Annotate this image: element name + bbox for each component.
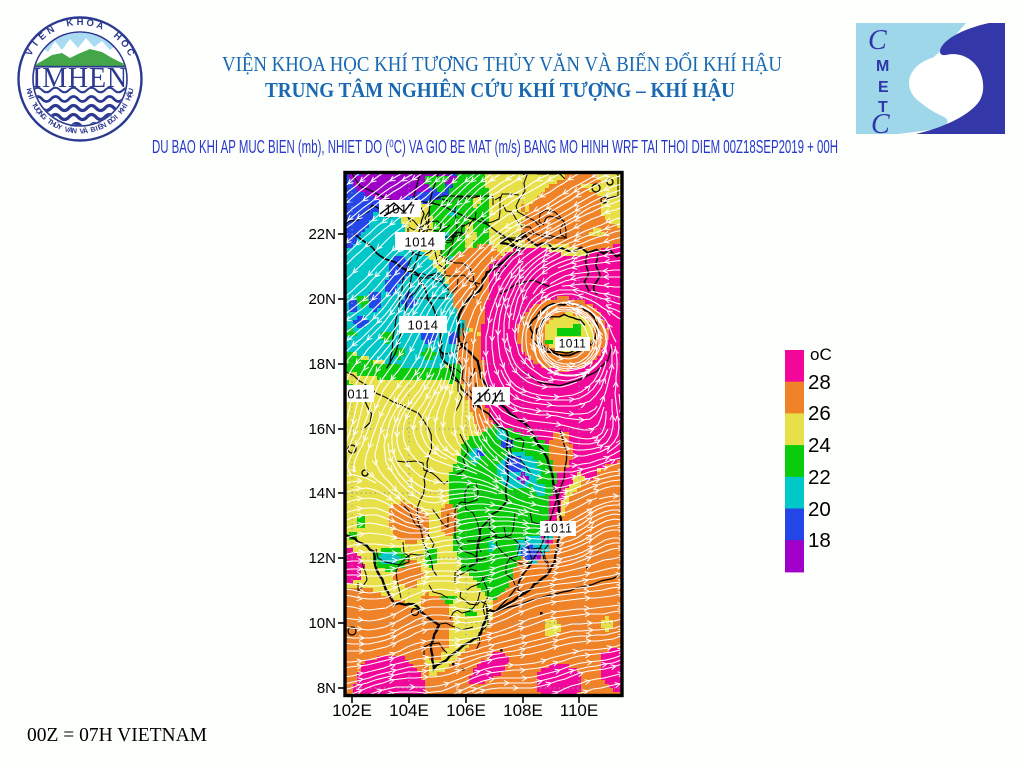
svg-text:T: T	[878, 99, 888, 116]
svg-text:22N: 22N	[308, 226, 336, 243]
svg-text:H: H	[49, 118, 58, 128]
svg-text:E: E	[878, 79, 889, 96]
svg-text:N: N	[45, 24, 57, 37]
svg-text:1011: 1011	[559, 337, 587, 351]
svg-text:26: 26	[808, 402, 831, 425]
svg-text:Ậ: Ậ	[125, 91, 135, 99]
svg-text:A: A	[95, 20, 105, 33]
svg-text:102E: 102E	[332, 701, 372, 720]
svg-text:Y: Y	[56, 122, 64, 132]
svg-text:V: V	[63, 124, 70, 134]
svg-text:K: K	[116, 106, 127, 116]
svg-text:10N: 10N	[308, 615, 336, 632]
svg-text:T: T	[45, 116, 54, 126]
svg-text:22: 22	[808, 466, 831, 489]
svg-text:Ế: Ế	[96, 121, 104, 132]
svg-text:H: H	[123, 94, 133, 102]
svg-text:20: 20	[808, 498, 831, 521]
svg-text:K: K	[24, 87, 34, 95]
svg-text:B: B	[89, 124, 96, 134]
svg-text:1011: 1011	[544, 522, 573, 536]
svg-text:U: U	[126, 87, 136, 94]
svg-text:106E: 106E	[446, 701, 486, 720]
svg-text:Ợ: Ợ	[34, 106, 45, 117]
svg-text:I: I	[31, 40, 41, 49]
svg-text:14N: 14N	[308, 485, 336, 502]
svg-text:Í: Í	[27, 95, 36, 101]
svg-text:N: N	[71, 126, 77, 136]
svg-text:24: 24	[808, 434, 831, 457]
svg-text:C: C	[123, 47, 136, 58]
svg-text:K: K	[65, 17, 74, 29]
svg-text:V: V	[24, 46, 37, 57]
svg-text:Ổ: Ổ	[108, 114, 118, 125]
svg-text:À: À	[83, 126, 89, 136]
svg-text:8N: 8N	[317, 680, 336, 697]
svg-text:C: C	[871, 109, 890, 140]
svg-text:TRUNG TÂM NGHIÊN CỨU KHÍ TƯỢNG: TRUNG TÂM NGHIÊN CỨU KHÍ TƯỢNG – KHÍ HẬU	[265, 78, 735, 102]
svg-text:M: M	[876, 58, 889, 75]
svg-text:28: 28	[808, 371, 831, 394]
svg-text:108E: 108E	[503, 701, 543, 720]
svg-text:1014: 1014	[405, 235, 436, 250]
svg-text:110E: 110E	[560, 701, 598, 720]
svg-text:1014: 1014	[408, 318, 439, 333]
svg-text:C: C	[868, 25, 887, 56]
svg-text:18N: 18N	[308, 356, 336, 373]
svg-text:20N: 20N	[308, 291, 336, 308]
svg-text:I: I	[112, 113, 120, 121]
svg-text:Í: Í	[121, 101, 130, 108]
svg-text:011: 011	[347, 387, 369, 402]
svg-text:VIỆN KHOA HỌC KHÍ TƯỢNG THỦY V: VIỆN KHOA HỌC KHÍ TƯỢNG THỦY VĂN VÀ BIẾN…	[222, 52, 782, 76]
svg-text:Đ: Đ	[105, 116, 114, 126]
svg-text:Ư: Ư	[31, 103, 42, 113]
svg-text:16N: 16N	[308, 421, 336, 438]
svg-text:1011: 1011	[476, 390, 506, 405]
svg-text:00Z = 07H VIETNAM: 00Z = 07H VIETNAM	[27, 724, 207, 746]
svg-text:oC: oC	[810, 345, 832, 364]
svg-text:DU BAO KHI AP MUC BIEN (mb), N: DU BAO KHI AP MUC BIEN (mb), NHIET DO (⁰…	[152, 137, 838, 157]
svg-text:Ủ: Ủ	[52, 120, 61, 130]
svg-text:O: O	[86, 17, 95, 29]
svg-text:H: H	[118, 103, 128, 112]
svg-text:H: H	[77, 17, 84, 28]
svg-text:N: N	[36, 109, 46, 119]
svg-text:T: T	[30, 101, 40, 110]
svg-text:18: 18	[808, 529, 831, 552]
svg-text:V: V	[79, 126, 84, 135]
svg-text:G: G	[39, 111, 50, 122]
svg-text:12N: 12N	[308, 550, 336, 567]
svg-text:104E: 104E	[389, 701, 429, 720]
svg-text:N: N	[99, 120, 108, 130]
svg-text:H: H	[25, 91, 35, 99]
svg-text:Ă: Ă	[67, 125, 74, 135]
svg-text:I: I	[94, 124, 99, 133]
